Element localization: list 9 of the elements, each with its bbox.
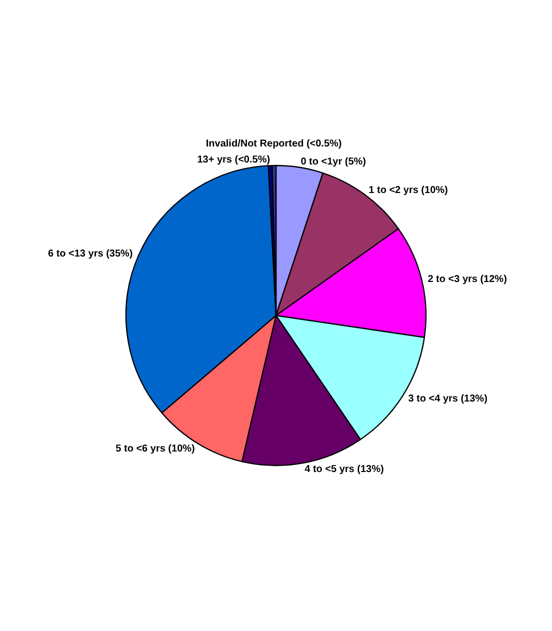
slice-label: 13+ yrs (<0.5%) xyxy=(197,154,270,166)
slice-label: 3 to <4 yrs (13%) xyxy=(408,393,488,404)
slice-label: 2 to <3 yrs (12%) xyxy=(428,274,507,286)
slice-label: 6 to <13 yrs (35%) xyxy=(48,248,133,260)
slice-label: 5 to <6 yrs (10%) xyxy=(116,444,195,455)
slice-label: Invalid/Not Reported (<0.5%) xyxy=(206,138,342,150)
slice-label: 1 to <2 yrs (10%) xyxy=(368,184,448,196)
slice-label: 4 to <5 yrs (13%) xyxy=(304,464,384,475)
slice-label: 0 to <1yr (5%) xyxy=(300,156,366,168)
